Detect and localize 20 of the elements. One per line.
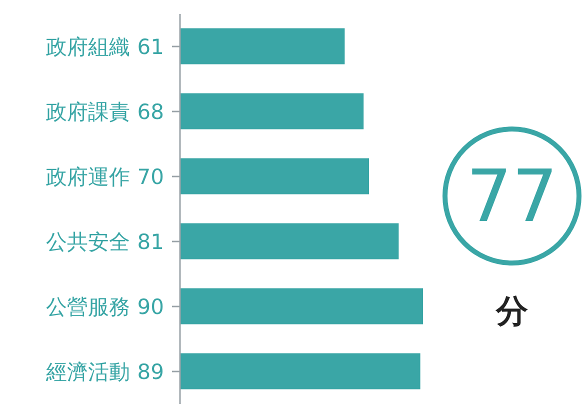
- bar: [180, 288, 423, 324]
- bar: [180, 28, 345, 64]
- y-tick-label: 政府運作: [46, 165, 130, 190]
- y-tick-label: 公共安全: [46, 230, 130, 254]
- bar: [180, 158, 369, 194]
- data-label: 61: [137, 35, 164, 60]
- text: 分: [495, 292, 528, 330]
- y-tick-label: 公營服務: [46, 295, 130, 320]
- data-label: 90: [137, 295, 164, 320]
- text: 77: [466, 154, 558, 238]
- bar: [180, 223, 399, 260]
- data-label: 89: [137, 360, 164, 384]
- data-label: 70: [137, 165, 164, 190]
- y-tick-label: 政府組織: [46, 35, 130, 60]
- bar: [180, 353, 420, 390]
- bar: [180, 93, 364, 130]
- data-label: 68: [137, 100, 164, 124]
- y-tick-label: 經濟活動: [45, 360, 130, 384]
- data-label: 81: [137, 230, 164, 254]
- y-tick-label: 政府課責: [46, 100, 130, 124]
